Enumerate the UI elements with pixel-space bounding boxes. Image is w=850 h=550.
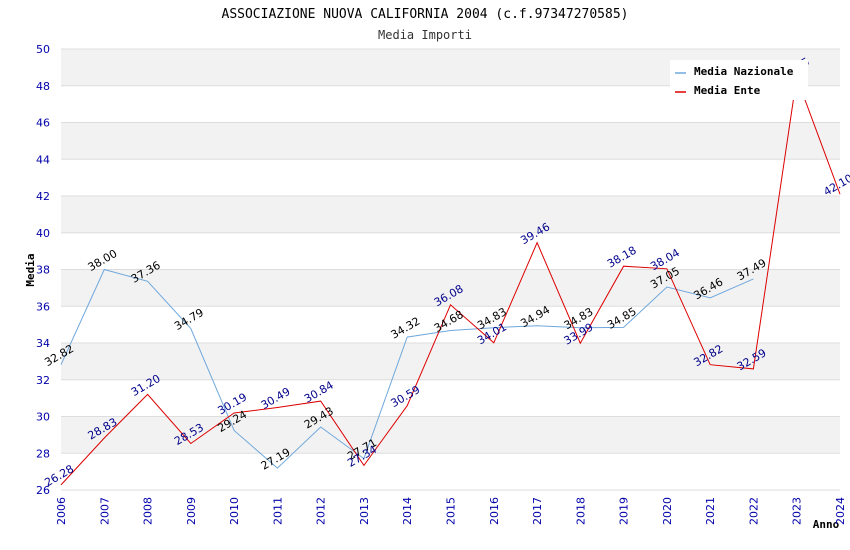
plot-band: [61, 196, 840, 233]
plot-band: [61, 453, 840, 490]
legend-box: [670, 60, 808, 100]
x-tick-label: 2007: [98, 497, 111, 525]
y-tick-label: 48: [36, 80, 50, 93]
y-tick-label: 26: [36, 484, 50, 497]
plot-band: [61, 232, 840, 270]
x-tick-label: 2008: [142, 497, 155, 525]
x-tick-label: 2013: [358, 497, 371, 525]
legend-label-media-nazionale: Media Nazionale: [694, 65, 794, 78]
plot-band: [61, 306, 840, 343]
legend-label-media-ente: Media Ente: [694, 84, 761, 97]
y-axis-ticks: 26 28 30 32 34 36 38 40 42 44 46 48 50: [36, 43, 50, 497]
x-tick-label: 2022: [747, 497, 760, 525]
plot-band: [61, 159, 840, 196]
chart-title: ASSOCIAZIONE NUOVA CALIFORNIA 2004 (c.f.…: [222, 7, 629, 22]
y-tick-label: 32: [36, 374, 50, 387]
y-axis-label: Media: [24, 253, 37, 286]
y-tick-label: 36: [36, 300, 50, 313]
x-tick-label: 2009: [185, 497, 198, 525]
x-tick-label: 2012: [315, 497, 328, 525]
y-tick-label: 42: [36, 190, 50, 203]
x-tick-label: 2024: [834, 497, 847, 525]
series-line-media-ente: [60, 77, 841, 486]
y-tick-label: 34: [36, 337, 50, 350]
x-tick-label: 2006: [55, 497, 68, 525]
y-tick-label: 30: [36, 411, 50, 424]
series-lines: [60, 77, 841, 486]
chart-subtitle: Media Importi: [378, 28, 472, 42]
y-tick-label: 40: [36, 227, 50, 240]
y-tick-label: 28: [36, 447, 50, 460]
plot-band: [61, 379, 840, 417]
y-tick-label: 38: [36, 264, 50, 277]
series-line-media-nazionale: [60, 268, 754, 469]
x-tick-label: 2015: [445, 497, 458, 525]
x-axis-label: Anno: [813, 518, 840, 531]
x-tick-label: 2021: [704, 497, 717, 525]
x-tick-label: 2019: [618, 497, 631, 525]
plot-band: [61, 122, 840, 160]
gridlines: [61, 48, 840, 491]
x-tick-label: 2016: [488, 497, 501, 525]
x-tick-label: 2014: [401, 497, 414, 525]
x-tick-label: 2020: [661, 497, 674, 525]
plot-band: [61, 343, 840, 380]
x-tick-label: 2017: [531, 497, 544, 525]
y-tick-label: 44: [36, 153, 50, 166]
y-tick-label: 46: [36, 117, 50, 130]
x-tick-label: 2018: [574, 497, 587, 525]
x-axis-ticks: 2006 2007 2008 2009 2010 2011 2012 2013 2014 2015…: [55, 497, 847, 525]
y-tick-label: 50: [36, 43, 50, 56]
x-tick-label: 2010: [228, 497, 241, 525]
x-tick-label: 2023: [791, 497, 804, 525]
plot-band: [61, 416, 840, 454]
legend: Media Nazionale Media Ente: [670, 60, 808, 100]
x-tick-label: 2011: [271, 497, 284, 525]
plot-band: [61, 269, 840, 307]
